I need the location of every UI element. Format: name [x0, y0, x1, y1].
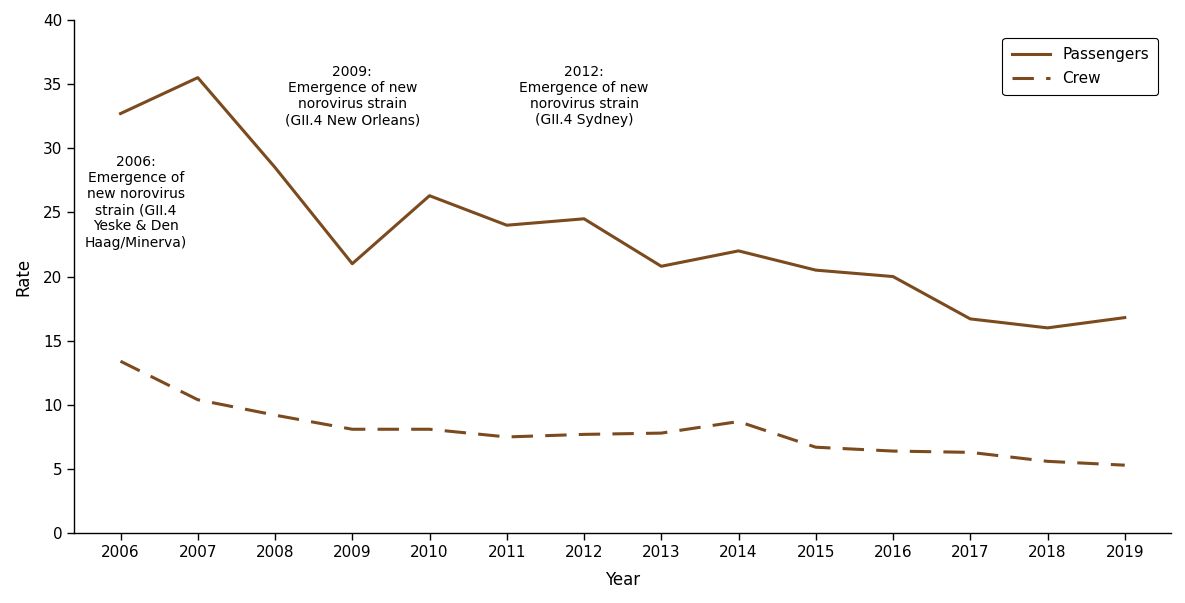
- Crew: [345, 426, 359, 433]
- Crew: [1117, 461, 1132, 469]
- Crew: [191, 396, 205, 403]
- Text: 2009:
Emergence of new
norovirus strain
(GII.4 New Orleans): 2009: Emergence of new norovirus strain …: [284, 65, 419, 127]
- Passengers: [808, 267, 822, 274]
- Passengers: [1117, 314, 1132, 321]
- Text: 2006:
Emergence of
new norovirus
strain (GII.4
Yeske & Den
Haag/Minerva): 2006: Emergence of new norovirus strain …: [85, 154, 187, 250]
- Passengers: [500, 221, 514, 229]
- Passengers: [577, 215, 591, 223]
- Passengers: [345, 260, 359, 267]
- Passengers: [191, 74, 205, 81]
- Passengers: [114, 110, 128, 117]
- Passengers: [731, 247, 745, 254]
- Crew: [577, 431, 591, 438]
- Crew: [422, 426, 436, 433]
- Passengers: [268, 164, 282, 171]
- Text: 2012:
Emergence of new
norovirus strain
(GII.4 Sydney): 2012: Emergence of new norovirus strain …: [519, 65, 648, 127]
- Crew: [654, 429, 668, 437]
- Crew: [963, 449, 978, 456]
- Passengers: [963, 315, 978, 323]
- Crew: [1040, 458, 1055, 465]
- Crew: [268, 411, 282, 418]
- Crew: [114, 358, 128, 365]
- Crew: [886, 447, 901, 455]
- Legend: Passengers, Crew: Passengers, Crew: [1003, 38, 1158, 95]
- X-axis label: Year: Year: [606, 571, 640, 589]
- Crew: [808, 444, 822, 451]
- Passengers: [654, 263, 668, 270]
- Crew: [731, 418, 745, 425]
- Passengers: [1040, 324, 1055, 332]
- Line: Passengers: Passengers: [121, 78, 1125, 328]
- Line: Crew: Crew: [121, 361, 1125, 465]
- Passengers: [422, 192, 436, 200]
- Y-axis label: Rate: Rate: [14, 257, 32, 295]
- Passengers: [886, 273, 901, 280]
- Crew: [500, 434, 514, 441]
